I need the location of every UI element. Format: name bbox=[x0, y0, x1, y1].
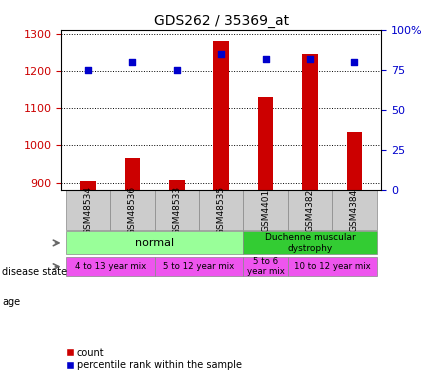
Point bbox=[173, 67, 180, 73]
Text: GSM48535: GSM48535 bbox=[217, 186, 226, 235]
Bar bbox=[66, 257, 155, 276]
Bar bbox=[244, 231, 377, 255]
Bar bbox=[332, 190, 377, 230]
Text: 5 to 12 year mix: 5 to 12 year mix bbox=[163, 262, 235, 271]
Text: GSM4384: GSM4384 bbox=[350, 188, 359, 232]
Text: age: age bbox=[2, 297, 20, 307]
Title: GDS262 / 35369_at: GDS262 / 35369_at bbox=[154, 13, 289, 28]
Text: GSM48533: GSM48533 bbox=[172, 186, 181, 235]
Text: 4 to 13 year mix: 4 to 13 year mix bbox=[74, 262, 146, 271]
Bar bbox=[258, 97, 273, 190]
Bar bbox=[302, 54, 318, 190]
Bar bbox=[155, 257, 244, 276]
Bar bbox=[288, 257, 377, 276]
Bar bbox=[244, 190, 288, 230]
Bar bbox=[169, 180, 184, 190]
Text: 5 to 6
year mix: 5 to 6 year mix bbox=[247, 257, 285, 276]
Bar bbox=[213, 41, 229, 190]
Bar bbox=[346, 132, 362, 190]
Text: 10 to 12 year mix: 10 to 12 year mix bbox=[294, 262, 371, 271]
Text: Duchenne muscular
dystrophy: Duchenne muscular dystrophy bbox=[265, 233, 355, 253]
Text: disease state: disease state bbox=[2, 267, 67, 277]
Point bbox=[262, 56, 269, 62]
Bar bbox=[199, 190, 244, 230]
Text: GSM4401: GSM4401 bbox=[261, 188, 270, 232]
Bar bbox=[124, 158, 140, 190]
Text: normal: normal bbox=[135, 238, 174, 248]
Point bbox=[307, 56, 314, 62]
Bar bbox=[110, 190, 155, 230]
Point bbox=[85, 67, 92, 73]
Text: GSM4382: GSM4382 bbox=[306, 188, 314, 232]
Point bbox=[351, 59, 358, 65]
Bar bbox=[66, 190, 110, 230]
Bar bbox=[288, 190, 332, 230]
Text: GSM48534: GSM48534 bbox=[84, 186, 92, 234]
Point bbox=[218, 51, 225, 57]
Bar bbox=[80, 181, 96, 190]
Bar bbox=[244, 257, 288, 276]
Point bbox=[129, 59, 136, 65]
Legend: count, percentile rank within the sample: count, percentile rank within the sample bbox=[66, 348, 242, 370]
Text: GSM48536: GSM48536 bbox=[128, 186, 137, 235]
Bar bbox=[155, 190, 199, 230]
Bar bbox=[66, 231, 244, 255]
